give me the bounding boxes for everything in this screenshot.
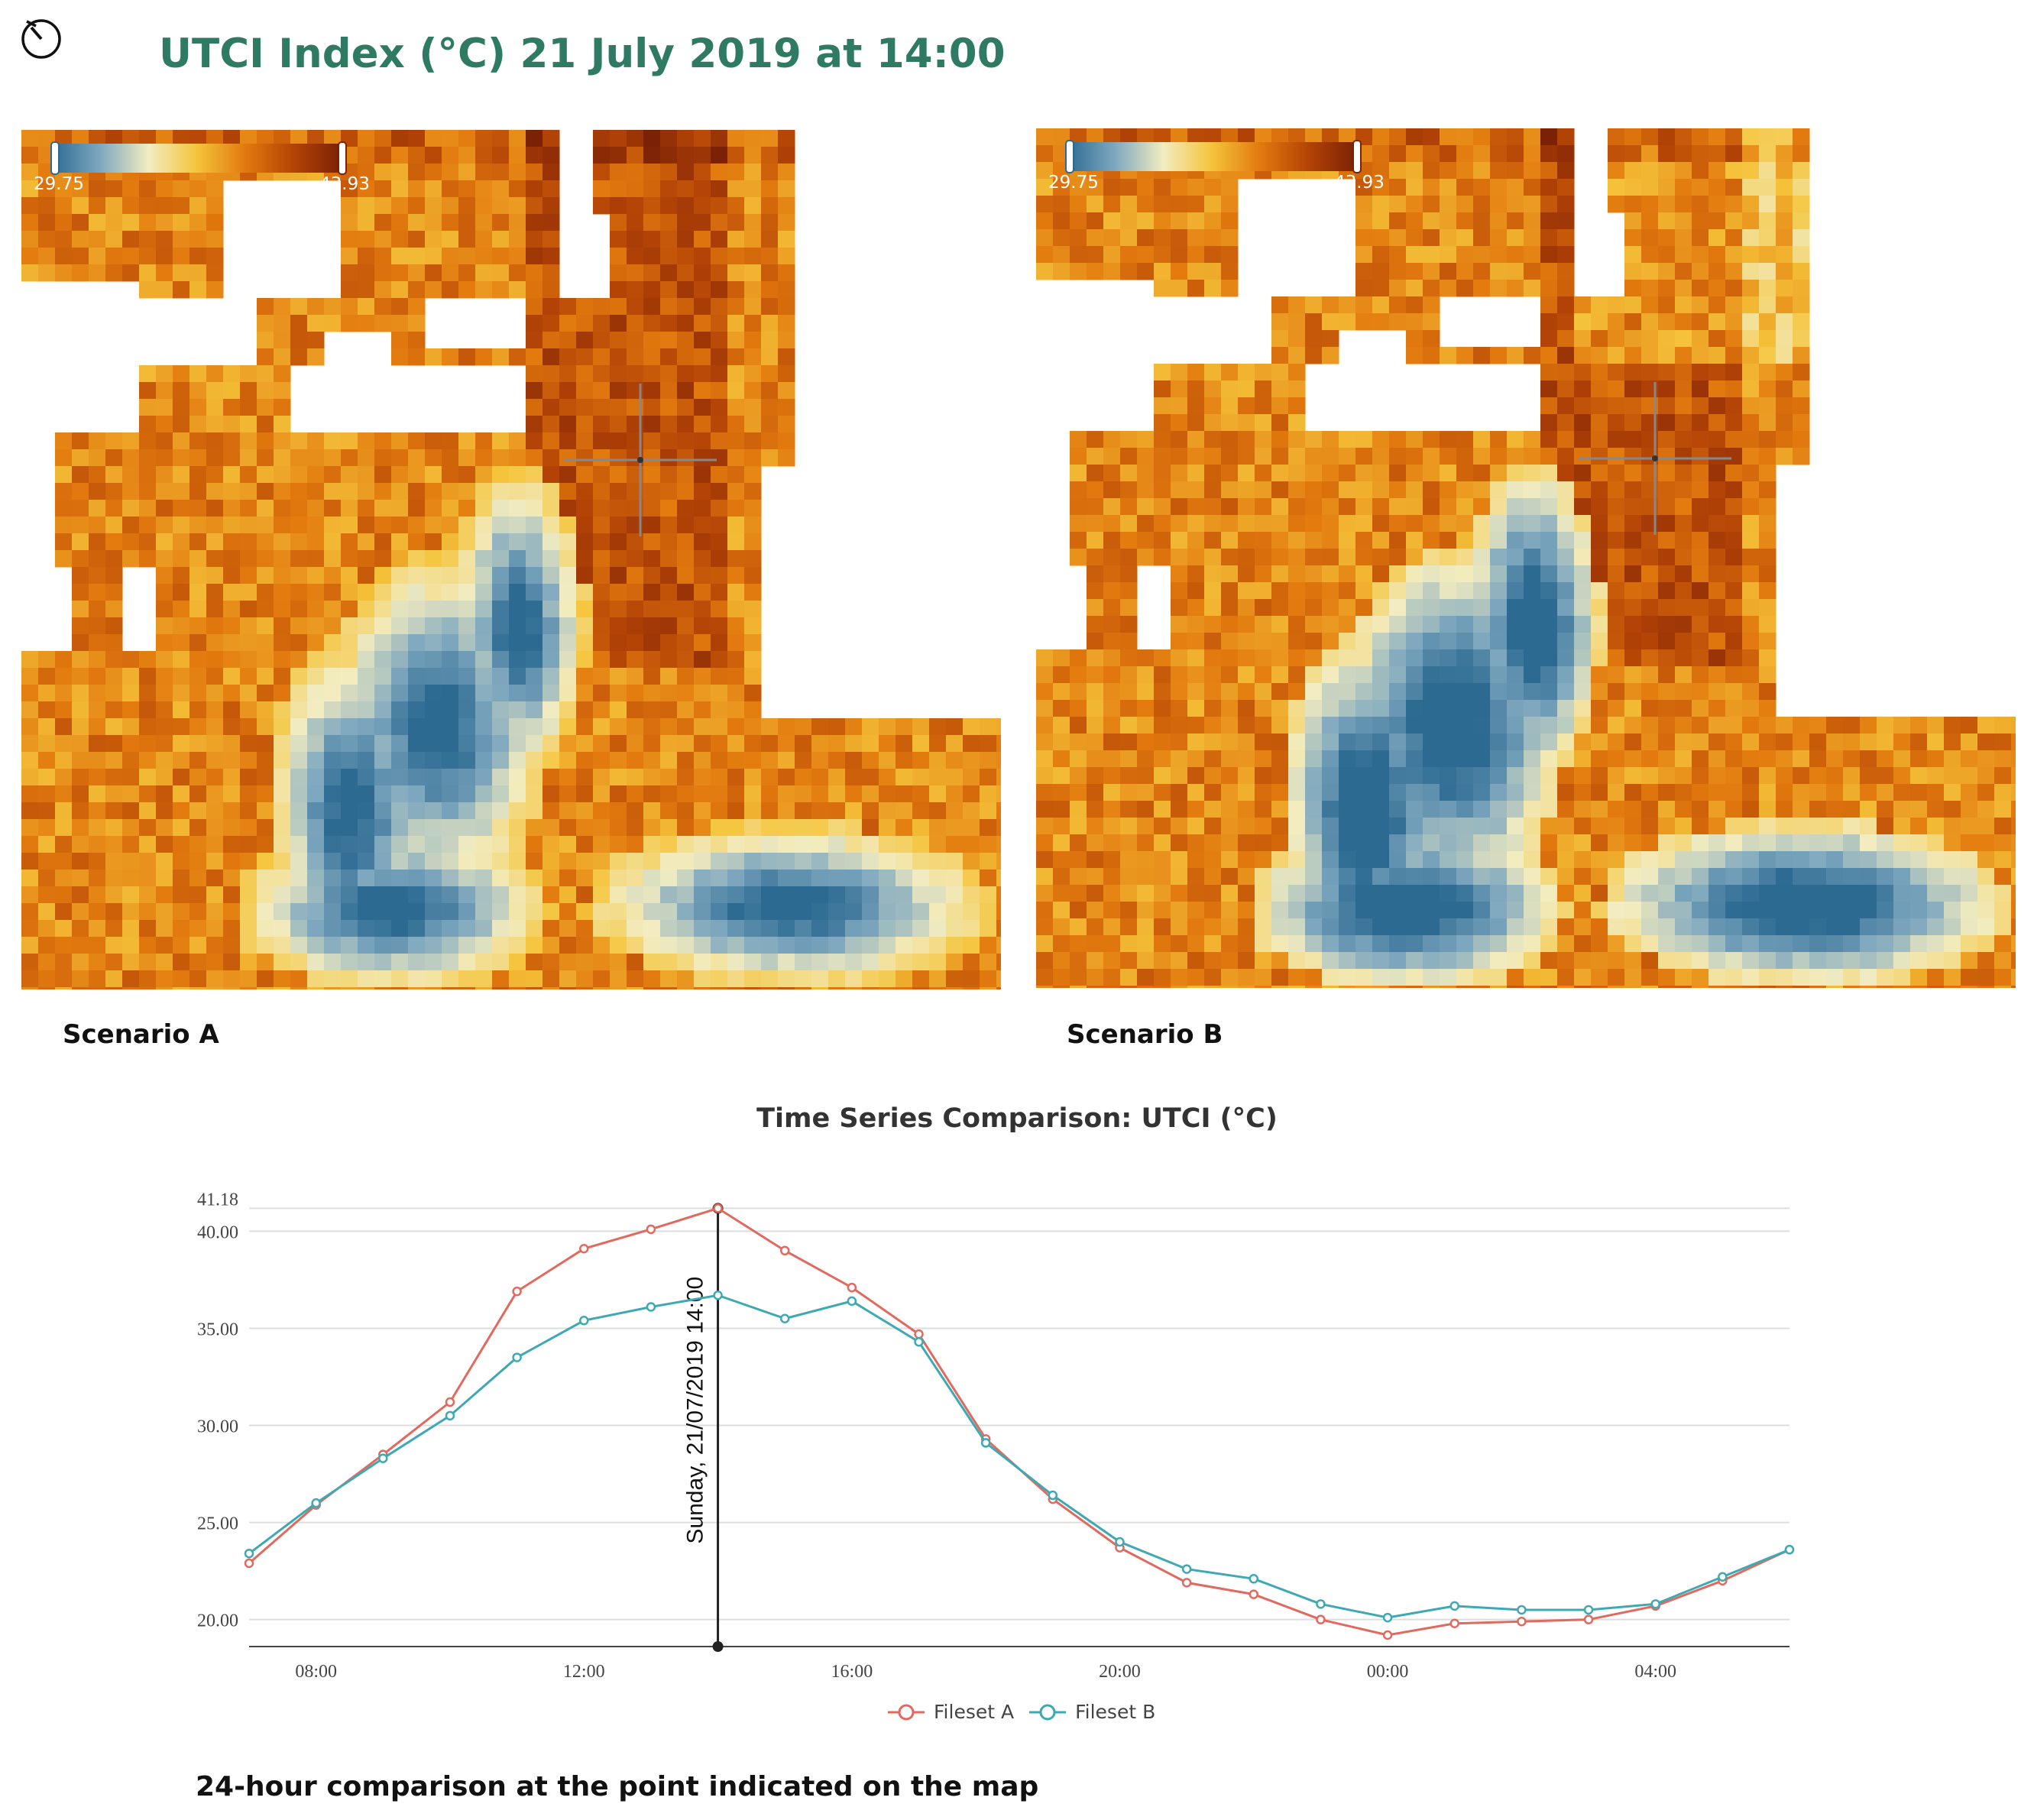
data-point-fileset-b — [378, 1453, 388, 1463]
x-tick-label: 12:00 — [563, 1662, 605, 1682]
series-line-fileset-b — [248, 1294, 1790, 1619]
scenario-a-heatmap[interactable]: 29.75 43.93 — [21, 130, 1001, 989]
bottom-caption: 24-hour comparison at the point indicate… — [196, 1771, 1039, 1802]
y-tick-label: 41.18 — [197, 1190, 238, 1210]
legend-max-value: 43.93 — [1334, 173, 1385, 193]
data-point-fileset-b — [244, 1549, 254, 1559]
data-point-fileset-a — [1181, 1578, 1192, 1588]
fileset-b-legend-icon — [1029, 1704, 1067, 1720]
scenario-b-caption: Scenario B — [1067, 1019, 1223, 1050]
legend-label-fileset-b: Fileset B — [1075, 1701, 1156, 1723]
data-point-fileset-b — [646, 1302, 656, 1312]
data-point-fileset-b — [1048, 1490, 1058, 1501]
crosshair-marker — [564, 384, 717, 536]
time-marker-label: Sunday, 21/07/2019 14:00 — [683, 1277, 708, 1544]
data-point-fileset-b — [579, 1316, 589, 1326]
series-line-fileset-a — [248, 1206, 1790, 1637]
y-tick-label: 30.00 — [197, 1417, 238, 1437]
x-tick-label: 00:00 — [1367, 1662, 1409, 1682]
chart-title: Time Series Comparison: UTCI (°C) — [756, 1103, 1278, 1134]
legend-max-value: 43.93 — [319, 174, 370, 194]
data-point-fileset-b — [1718, 1572, 1728, 1582]
data-point-fileset-a — [1382, 1630, 1393, 1640]
data-point-fileset-b — [1517, 1605, 1527, 1615]
data-point-fileset-a — [646, 1224, 656, 1235]
data-point-fileset-a — [445, 1397, 455, 1407]
colour-legend — [1065, 140, 1362, 173]
data-point-fileset-b — [1316, 1599, 1326, 1609]
data-point-fileset-a — [713, 1203, 723, 1213]
x-tick-label: 04:00 — [1634, 1662, 1676, 1682]
data-point-fileset-b — [311, 1498, 321, 1508]
data-point-fileset-a — [1316, 1614, 1326, 1624]
data-point-fileset-a — [914, 1329, 924, 1339]
page-title: UTCI Index (°C) 21 July 2019 at 14:00 — [159, 31, 1006, 77]
data-point-fileset-b — [1115, 1537, 1125, 1547]
data-point-fileset-b — [1249, 1574, 1259, 1584]
data-point-fileset-a — [1449, 1618, 1459, 1629]
x-tick-label: 20:00 — [1099, 1662, 1141, 1682]
y-tick-label: 40.00 — [197, 1223, 238, 1242]
data-point-fileset-a — [244, 1558, 254, 1569]
chart-legend: Fileset A Fileset B — [886, 1701, 1155, 1723]
fileset-a-legend-icon — [888, 1704, 925, 1720]
clock-icon[interactable] — [19, 15, 63, 60]
data-point-fileset-b — [1181, 1564, 1192, 1574]
y-tick-label: 20.00 — [197, 1611, 238, 1631]
data-point-fileset-b — [713, 1291, 723, 1300]
data-point-fileset-b — [779, 1313, 790, 1324]
data-point-fileset-b — [1382, 1612, 1393, 1623]
data-point-fileset-b — [914, 1336, 924, 1347]
legend-label-fileset-a: Fileset A — [934, 1701, 1015, 1723]
data-point-fileset-a — [847, 1282, 857, 1293]
x-tick-label: 16:00 — [831, 1662, 873, 1682]
legend-item-fileset-a[interactable]: Fileset A — [886, 1701, 1014, 1723]
x-tick-label: 08:00 — [295, 1662, 337, 1682]
data-point-fileset-b — [1583, 1605, 1594, 1615]
data-point-fileset-a — [779, 1245, 790, 1256]
colour-legend — [50, 141, 347, 175]
time-series-chart[interactable]: 20.00 25.00 30.00 35.00 40.00 41.18 08:00 12:00… — [0, 1146, 2034, 1696]
crosshair-marker — [1579, 382, 1731, 535]
data-point-fileset-a — [1583, 1614, 1594, 1624]
y-tick-label: 35.00 — [197, 1320, 238, 1339]
y-tick-label: 25.00 — [197, 1514, 238, 1534]
legend-min-value: 29.75 — [1048, 173, 1099, 193]
scenario-a-caption: Scenario A — [63, 1019, 219, 1050]
data-point-fileset-b — [1449, 1601, 1459, 1611]
data-point-fileset-a — [1517, 1616, 1527, 1627]
legend-min-value: 29.75 — [34, 174, 84, 194]
data-point-fileset-a — [512, 1286, 522, 1297]
data-point-fileset-b — [512, 1352, 522, 1362]
time-marker-bottom — [712, 1641, 724, 1652]
data-point-fileset-a — [579, 1244, 589, 1254]
data-point-fileset-b — [847, 1296, 857, 1307]
data-point-fileset-b — [1650, 1599, 1660, 1609]
data-point-fileset-b — [980, 1438, 991, 1448]
scenario-b-heatmap[interactable]: 29.75 43.93 — [1036, 128, 2016, 988]
legend-item-fileset-b[interactable]: Fileset B — [1028, 1701, 1155, 1723]
data-point-fileset-b — [1784, 1544, 1795, 1555]
data-point-fileset-b — [445, 1410, 455, 1421]
data-point-fileset-a — [1249, 1589, 1259, 1599]
